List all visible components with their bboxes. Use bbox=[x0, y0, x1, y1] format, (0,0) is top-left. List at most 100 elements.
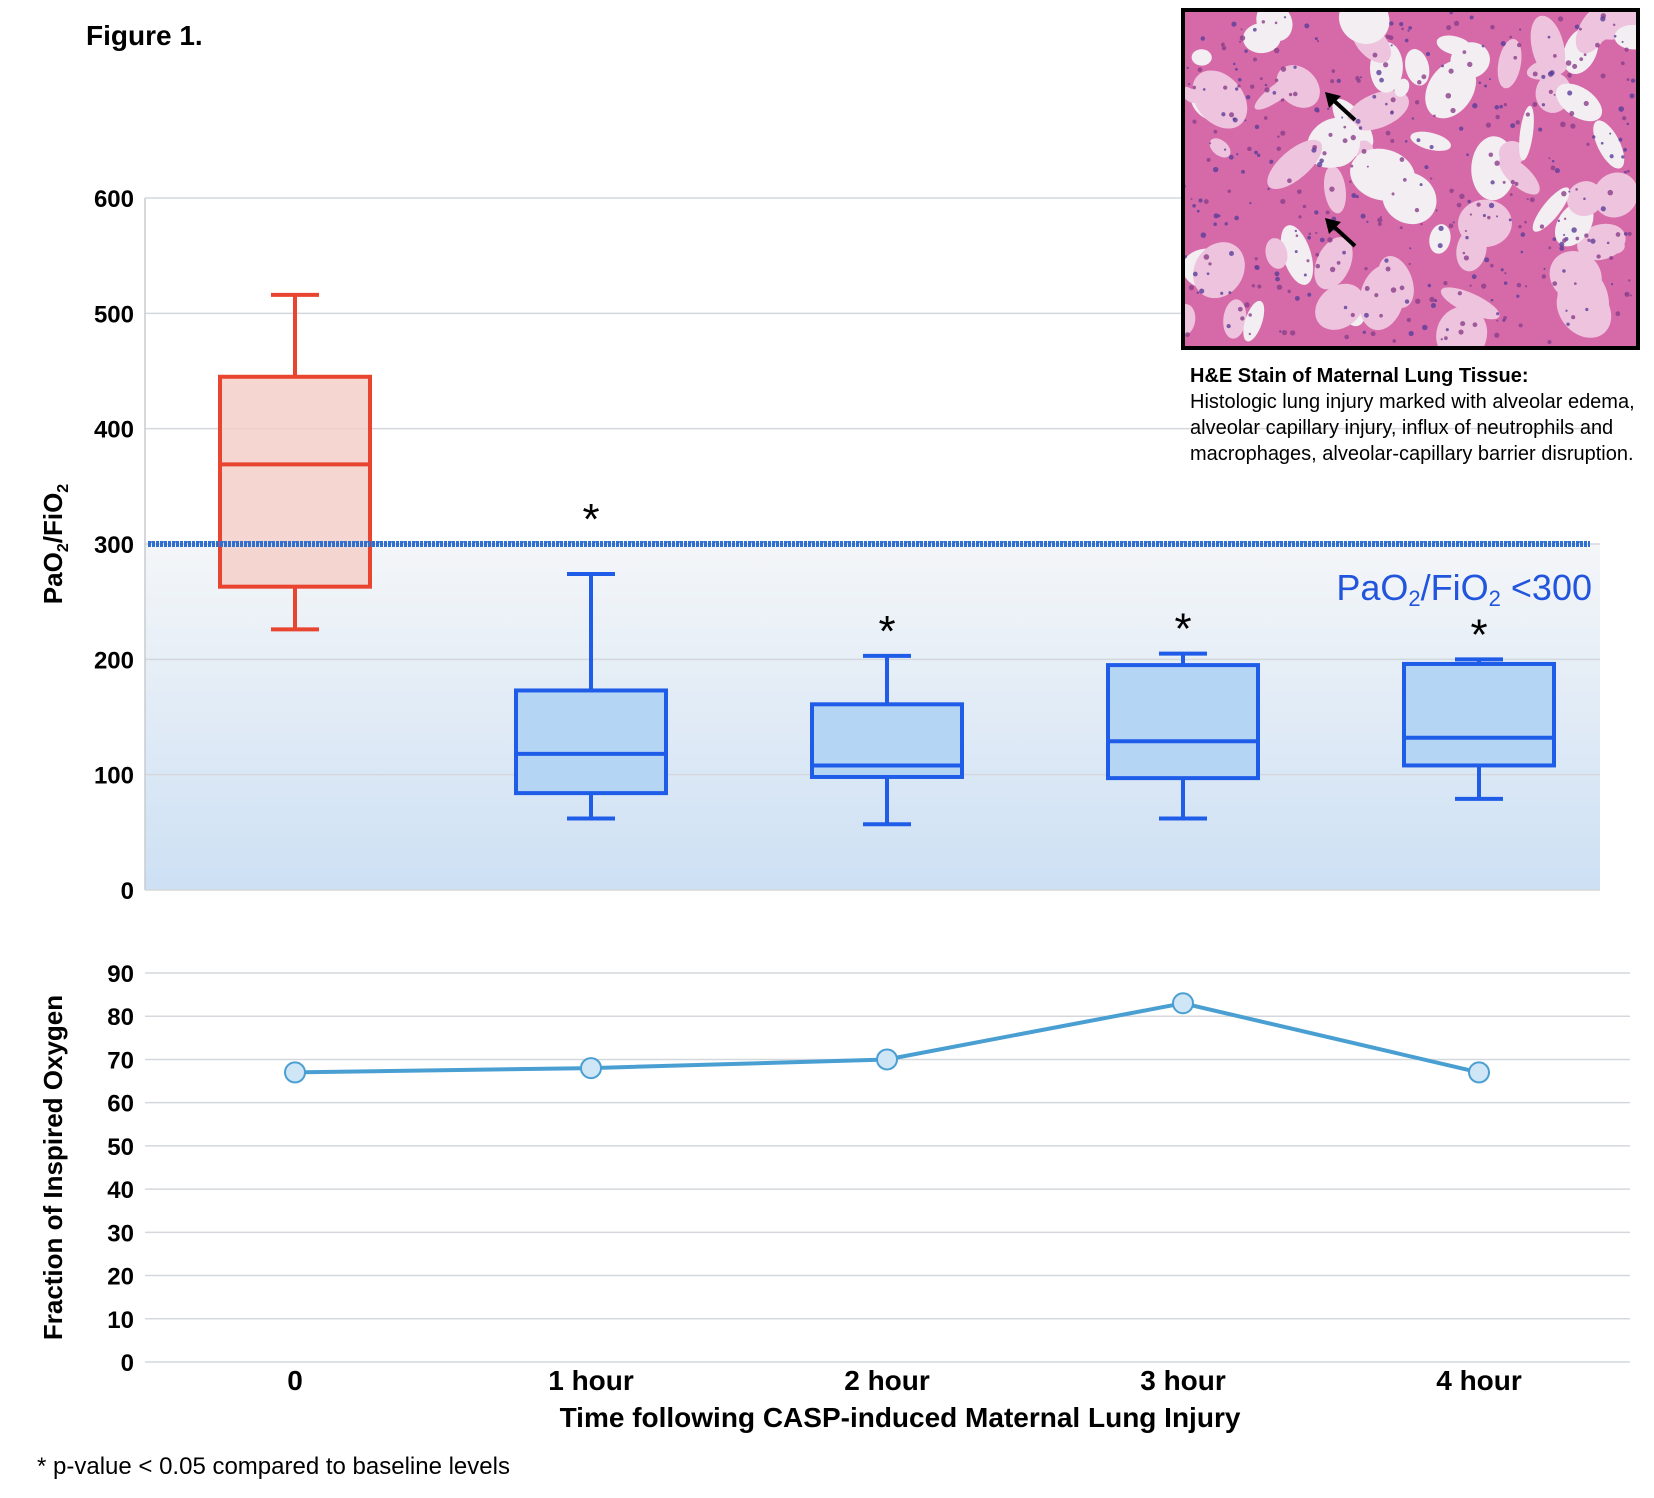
cell-nucleus bbox=[1364, 312, 1369, 318]
cell-nucleus bbox=[1584, 233, 1589, 238]
cell-nucleus bbox=[1499, 104, 1503, 109]
cell-nucleus bbox=[1364, 266, 1368, 271]
y-tick-label: 30 bbox=[107, 1220, 134, 1247]
cell-nucleus bbox=[1585, 307, 1589, 312]
cell-nucleus bbox=[1484, 84, 1488, 88]
cell-nucleus bbox=[1227, 189, 1231, 193]
cell-nucleus bbox=[1630, 78, 1636, 83]
cell-nucleus bbox=[1221, 45, 1227, 51]
cell-nucleus bbox=[1256, 153, 1261, 158]
cell-nucleus bbox=[1257, 284, 1262, 289]
cell-nucleus bbox=[1343, 125, 1347, 129]
cell-nucleus bbox=[1355, 194, 1359, 199]
alveolar-space bbox=[1498, 156, 1540, 195]
cell-nucleus bbox=[1481, 283, 1487, 289]
cell-nucleus bbox=[1609, 154, 1614, 159]
cell-nucleus bbox=[1485, 122, 1492, 128]
cell-nucleus bbox=[1274, 271, 1280, 277]
cell-nucleus bbox=[1494, 332, 1500, 338]
cell-nucleus bbox=[1408, 330, 1414, 337]
cell-nucleus bbox=[1467, 61, 1473, 68]
cell-nucleus bbox=[1390, 97, 1396, 103]
cell-nucleus bbox=[1624, 47, 1629, 52]
cell-nucleus bbox=[1370, 331, 1376, 337]
cell-nucleus bbox=[1377, 222, 1382, 227]
cell-nucleus bbox=[1294, 295, 1300, 301]
alveolar-space bbox=[1429, 224, 1451, 254]
cell-nucleus bbox=[1390, 138, 1395, 143]
cell-nucleus bbox=[1626, 78, 1630, 82]
caption-title: H&E Stain of Maternal Lung Tissue: bbox=[1190, 365, 1529, 387]
cell-nucleus bbox=[1434, 299, 1438, 303]
alveolar-space bbox=[1191, 49, 1212, 66]
cell-nucleus bbox=[1399, 157, 1405, 162]
cell-nucleus bbox=[1185, 254, 1187, 259]
cell-nucleus bbox=[1269, 159, 1274, 164]
cell-nucleus bbox=[1239, 35, 1246, 41]
cell-nucleus bbox=[1621, 40, 1624, 44]
cell-nucleus bbox=[1457, 291, 1463, 296]
cell-nucleus bbox=[1416, 138, 1421, 143]
cell-nucleus bbox=[1466, 153, 1469, 157]
cell-nucleus bbox=[1487, 215, 1491, 220]
cell-nucleus bbox=[1240, 28, 1243, 31]
cell-nucleus bbox=[1519, 28, 1522, 31]
data-point bbox=[1172, 992, 1194, 1015]
cell-nucleus bbox=[1404, 38, 1409, 43]
cell-nucleus bbox=[1600, 16, 1606, 22]
cell-nucleus bbox=[1552, 281, 1558, 286]
significance-marker: * bbox=[1174, 605, 1191, 654]
arrow-head-icon bbox=[1325, 92, 1341, 108]
cell-nucleus bbox=[1272, 91, 1277, 95]
cell-nucleus bbox=[1279, 330, 1282, 333]
cell-nucleus bbox=[1628, 279, 1631, 282]
cell-nucleus bbox=[1513, 55, 1518, 60]
cell-nucleus bbox=[1281, 329, 1288, 336]
cell-nucleus bbox=[1482, 213, 1486, 218]
cell-nucleus bbox=[1391, 192, 1395, 196]
cell-nucleus bbox=[1554, 168, 1560, 174]
cell-nucleus bbox=[1469, 15, 1474, 20]
cell-nucleus bbox=[1273, 47, 1280, 54]
cell-nucleus bbox=[1192, 271, 1198, 277]
cell-nucleus bbox=[1376, 69, 1382, 76]
cell-nucleus bbox=[1476, 202, 1481, 207]
cell-nucleus bbox=[1274, 21, 1278, 25]
cell-nucleus bbox=[1263, 116, 1268, 120]
cell-nucleus bbox=[1235, 87, 1239, 91]
cell-nucleus bbox=[1550, 165, 1556, 171]
cell-nucleus bbox=[1202, 88, 1206, 91]
cell-nucleus bbox=[1494, 160, 1500, 166]
alveolar-space bbox=[1243, 300, 1265, 342]
cell-nucleus bbox=[1607, 189, 1614, 196]
alveolar-space bbox=[1314, 237, 1353, 290]
alveolar-space bbox=[1315, 283, 1364, 330]
cell-nucleus bbox=[1294, 250, 1298, 254]
cell-nucleus bbox=[1448, 68, 1454, 74]
cell-nucleus bbox=[1251, 284, 1256, 288]
cell-nucleus bbox=[1433, 114, 1436, 118]
cell-nucleus bbox=[1420, 222, 1423, 226]
cell-nucleus bbox=[1592, 135, 1596, 139]
cell-nucleus bbox=[1516, 42, 1522, 48]
cell-nucleus bbox=[1621, 155, 1625, 159]
cell-nucleus bbox=[1449, 12, 1453, 15]
alveolar-space bbox=[1265, 238, 1288, 269]
cell-nucleus bbox=[1510, 123, 1516, 129]
cell-nucleus bbox=[1623, 232, 1628, 236]
cell-nucleus bbox=[1421, 74, 1427, 80]
x-tick-label: 3 hour bbox=[1140, 1365, 1226, 1396]
cell-nucleus bbox=[1198, 198, 1203, 203]
cell-nucleus bbox=[1626, 122, 1630, 126]
cell-nucleus bbox=[1254, 150, 1258, 155]
alveolar-space bbox=[1425, 60, 1477, 119]
cell-nucleus bbox=[1224, 222, 1228, 226]
alveolar-space bbox=[1599, 237, 1625, 255]
cell-nucleus bbox=[1314, 37, 1318, 41]
y-tick-label: 10 bbox=[107, 1307, 134, 1334]
cell-nucleus bbox=[1311, 147, 1317, 153]
cell-nucleus bbox=[1342, 250, 1346, 255]
cell-nucleus bbox=[1553, 93, 1556, 96]
cell-nucleus bbox=[1404, 140, 1408, 143]
